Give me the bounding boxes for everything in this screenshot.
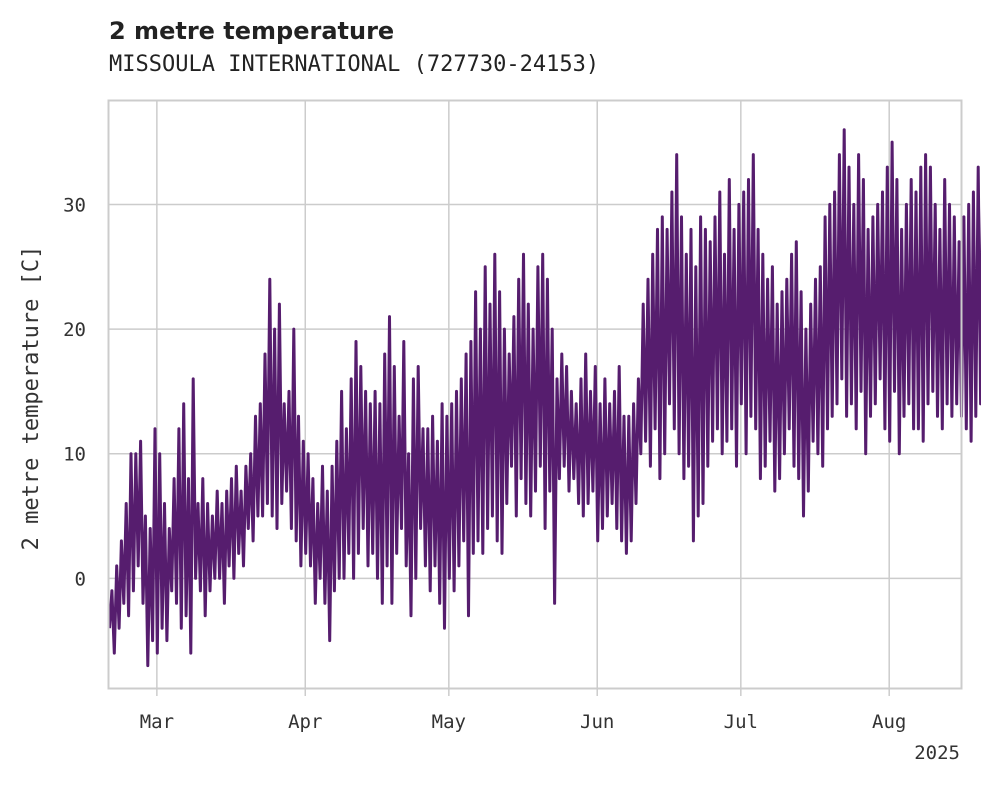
x-tick-label: Mar	[140, 711, 174, 733]
chart-subtitle: MISSOULA INTERNATIONAL (727730-24153)	[109, 52, 600, 77]
x-tick-label: Jun	[580, 711, 614, 733]
y-tick-label: 10	[63, 444, 86, 466]
x-axis: Mar Apr May Jun Jul Aug	[140, 688, 906, 733]
temperature-series-line	[108, 128, 981, 668]
x-tick-label: May	[432, 711, 466, 733]
y-tick-label: 30	[63, 194, 86, 216]
y-axis: 0 10 20 30	[63, 194, 86, 590]
series-group	[108, 128, 981, 668]
y-axis-label: 2 metre temperature [C]	[19, 246, 44, 551]
plot-frame	[107, 99, 963, 690]
y-tick-label: 20	[63, 319, 86, 341]
y-tick-label: 0	[75, 568, 86, 590]
chart-title: 2 metre temperature	[109, 17, 395, 45]
x-tick-label: Aug	[872, 711, 906, 733]
x-tick-label: Jul	[724, 711, 758, 733]
x-tick-label: Apr	[288, 711, 322, 733]
x-axis-year-label: 2025	[914, 742, 960, 764]
